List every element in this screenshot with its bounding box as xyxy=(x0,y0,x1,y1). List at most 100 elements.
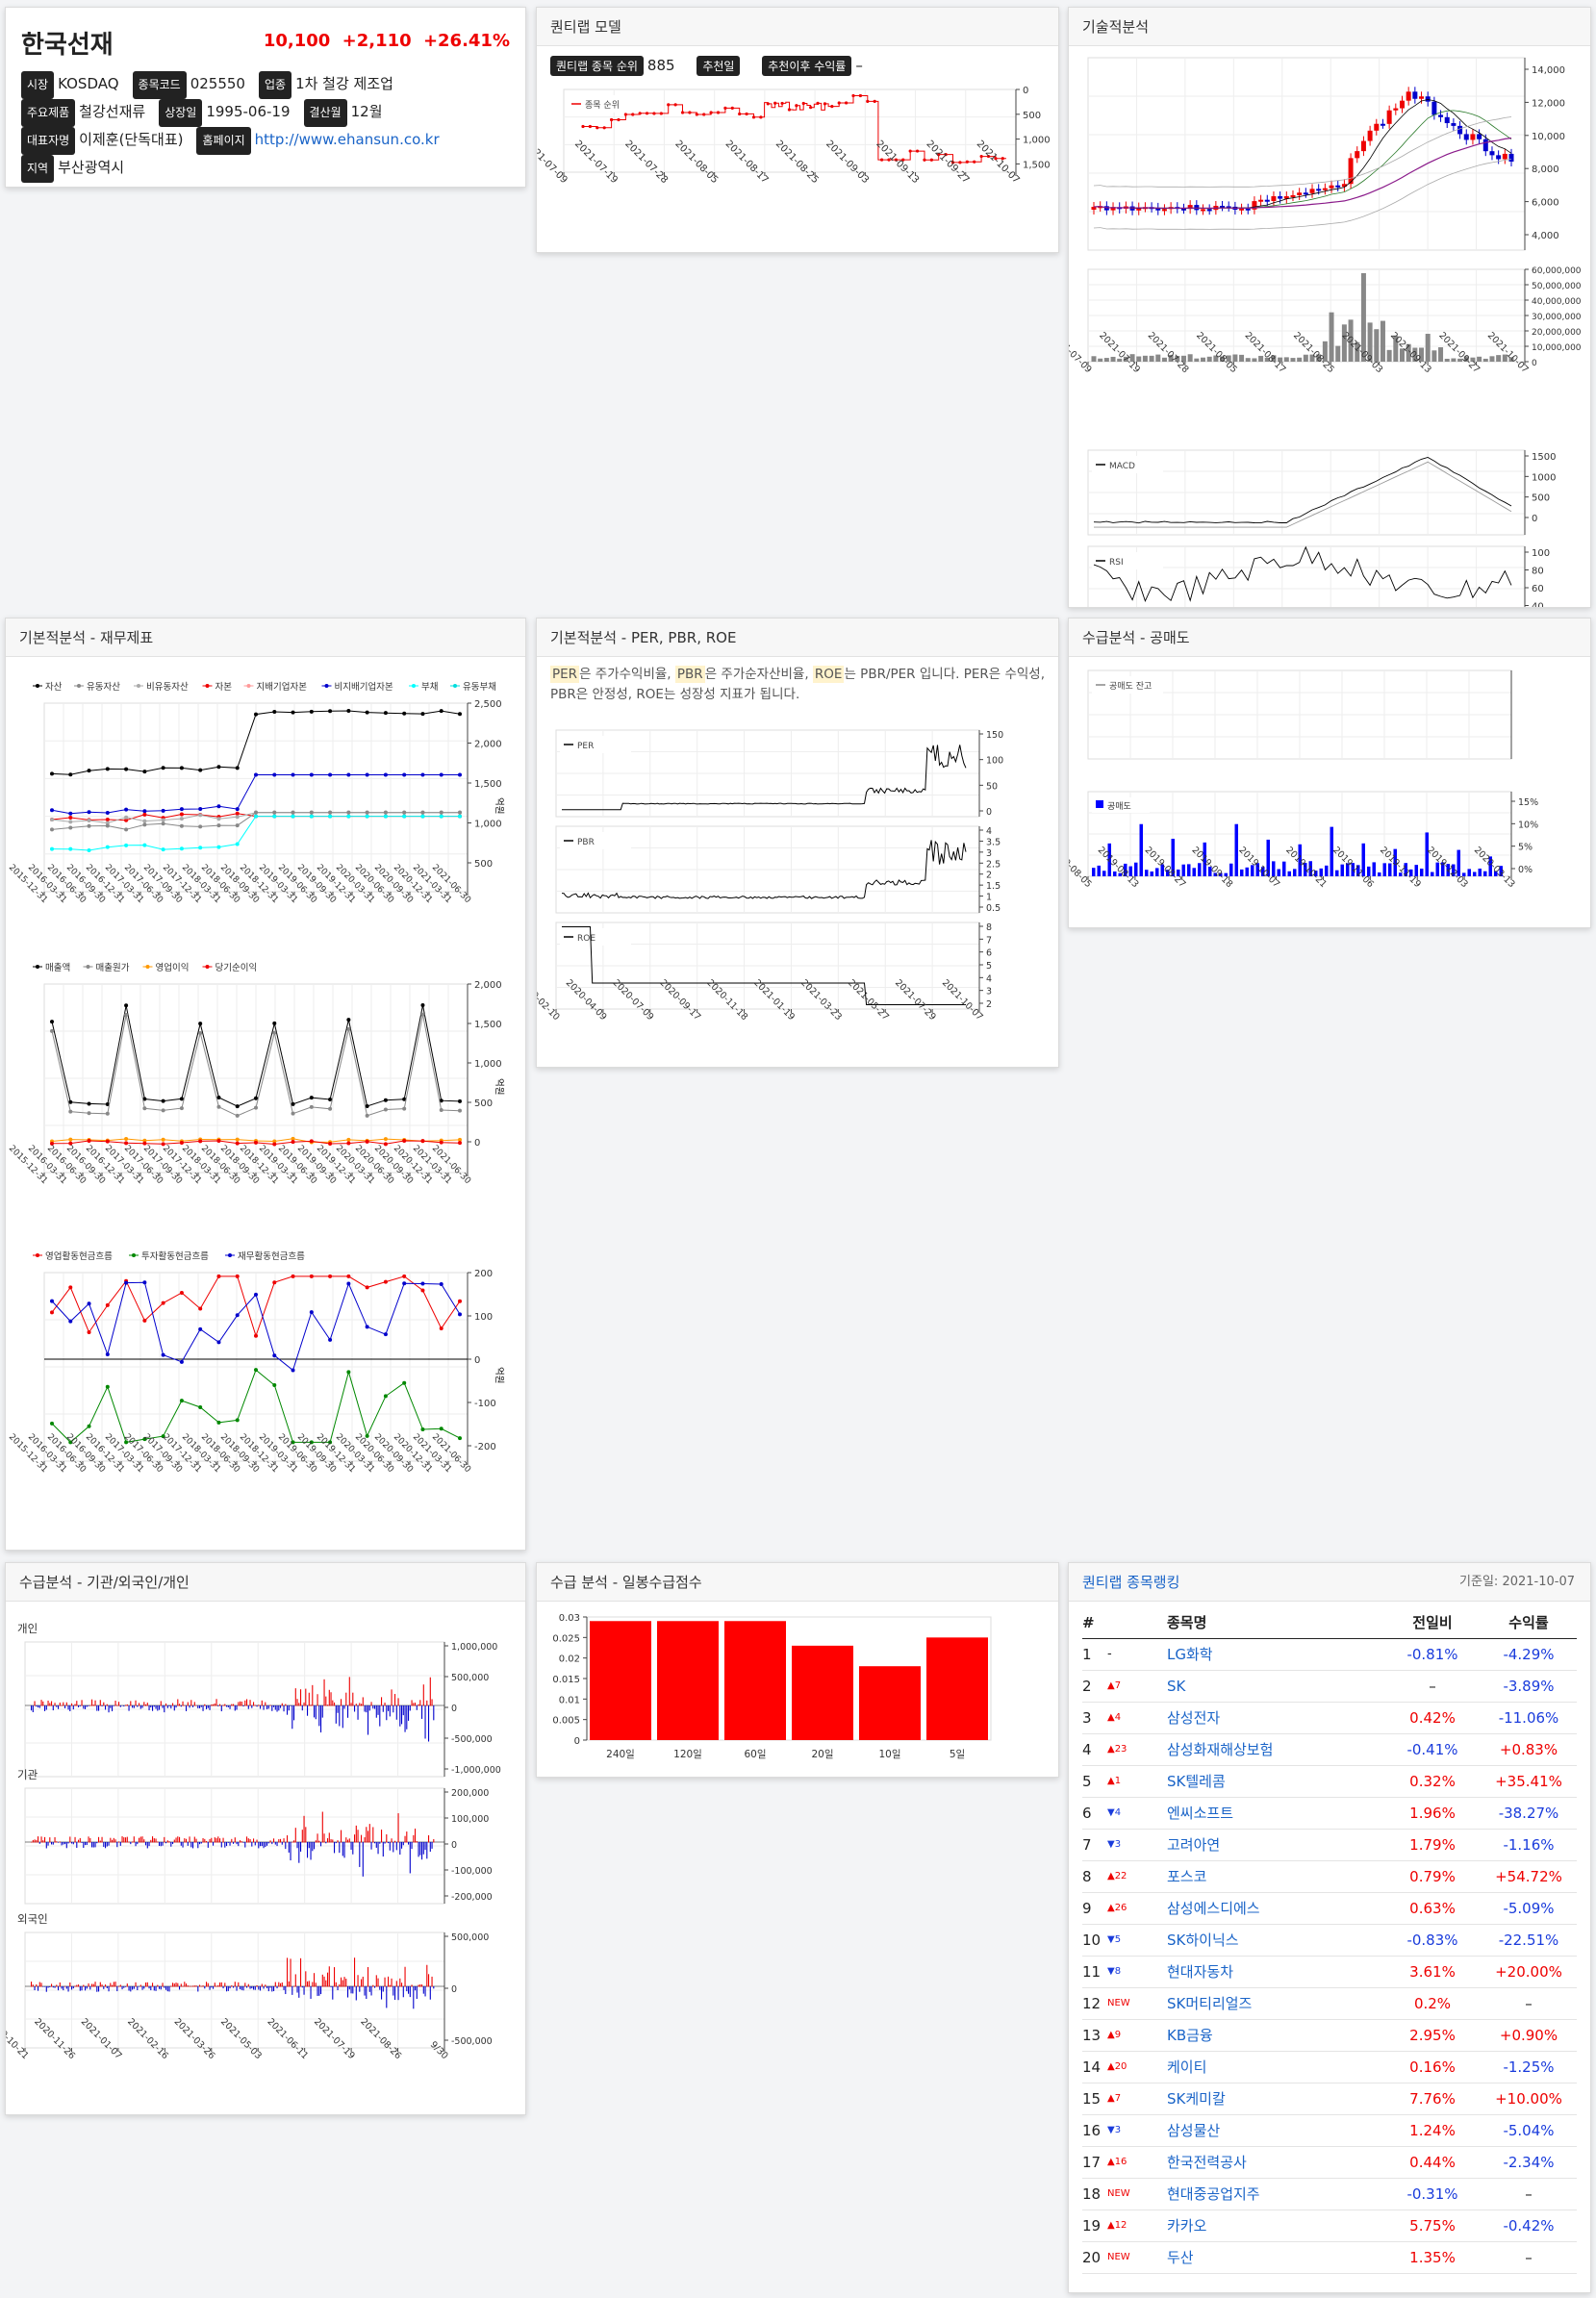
volume-bar xyxy=(1316,354,1322,362)
candle xyxy=(1399,100,1405,109)
series-point xyxy=(105,823,110,828)
series-point xyxy=(124,843,129,847)
y-tick-label: 0 xyxy=(1023,86,1028,96)
flow-bar xyxy=(195,1838,197,1843)
flow-bar xyxy=(359,1986,361,1992)
series-point xyxy=(124,815,129,820)
flow-bar xyxy=(204,1986,206,1989)
flow-bar xyxy=(318,1840,320,1843)
rank-point xyxy=(1001,157,1004,161)
flow-bar xyxy=(320,1986,322,1995)
short-ratio-bar xyxy=(1229,863,1233,876)
flow-bar xyxy=(379,1842,381,1844)
flow-bar xyxy=(404,1966,406,1987)
card-title: 기본적분석 - 재무제표 xyxy=(6,619,525,657)
flow-bar xyxy=(98,1836,100,1843)
panel-label: 개인 xyxy=(17,1622,38,1635)
stock-link[interactable]: 현대중공업지주 xyxy=(1167,2178,1384,2210)
stock-link[interactable]: LG화학 xyxy=(1167,1638,1384,1671)
short-ratio-bar xyxy=(1404,863,1407,876)
col-header: # xyxy=(1082,1607,1107,1639)
short-ratio-bar xyxy=(1457,849,1460,876)
card-title[interactable]: 퀀티랩 종목랭킹 xyxy=(1082,1574,1180,1591)
flow-bar xyxy=(330,1986,332,1987)
stock-link[interactable]: 삼성물산 xyxy=(1167,2114,1384,2147)
series-point xyxy=(365,772,369,777)
score-bar xyxy=(859,1666,921,1740)
flow-bar xyxy=(308,1981,310,1987)
flow-bar xyxy=(204,1704,206,1706)
short-ratio-bar xyxy=(1388,863,1392,876)
stock-link[interactable]: 포스코 xyxy=(1167,1860,1384,1893)
volume-bar xyxy=(1136,356,1142,362)
series-point xyxy=(161,808,165,813)
flow-bar xyxy=(323,1679,325,1706)
short-ratio-bar xyxy=(1277,869,1280,876)
flow-bar xyxy=(335,1842,337,1844)
rank-move: ▲26 xyxy=(1107,1892,1167,1925)
stock-link[interactable]: 한국전력공사 xyxy=(1167,2146,1384,2179)
series-point xyxy=(142,809,147,814)
short-ratio-bar xyxy=(1425,832,1429,876)
rank-move: - xyxy=(1107,1638,1167,1671)
stock-link[interactable]: SK하이닉스 xyxy=(1167,1924,1384,1957)
series-point xyxy=(105,1101,110,1106)
flow-bar xyxy=(424,1842,426,1851)
flow-bar xyxy=(86,1986,88,1989)
valuation-card: 기본적분석 - PER, PBR, ROE PER 은 주가수익비율, PBR 은 … xyxy=(536,618,1059,1068)
short-ratio-bar xyxy=(1213,872,1217,876)
flow-bar xyxy=(238,1842,240,1847)
stock-link[interactable]: SK텔레콤 xyxy=(1167,1765,1384,1798)
stock-link[interactable]: 삼성화재해상보험 xyxy=(1167,1733,1384,1766)
series-point xyxy=(383,810,388,815)
homepage-link[interactable]: http://www.ehansun.co.kr xyxy=(254,131,440,148)
flow-bar xyxy=(394,1840,396,1843)
flow-bar xyxy=(355,1986,357,2001)
stock-link[interactable]: KB금융 xyxy=(1167,2019,1384,2052)
flow-bar xyxy=(418,1984,419,1987)
short-ratio-bar xyxy=(1346,863,1350,876)
legend xyxy=(1092,676,1163,694)
flow-bar xyxy=(220,1982,222,1987)
flow-bar xyxy=(291,1705,293,1730)
series-point xyxy=(309,709,314,714)
flow-bar xyxy=(283,1838,285,1843)
flow-bar xyxy=(312,1982,314,1987)
daily-change: 0.16% xyxy=(1384,2051,1481,2083)
flow-bar xyxy=(146,1842,148,1849)
supply-score-card: 수급 분석 - 일봉수급점수 0.03 0.025 0.02 0.015 0.01 0.0… xyxy=(536,1562,1059,1778)
stock-link[interactable]: 케이티 xyxy=(1167,2051,1384,2083)
stock-link[interactable]: 현대자동차 xyxy=(1167,1956,1384,1988)
flow-bar xyxy=(424,1705,426,1739)
flow-bar xyxy=(293,1985,295,1987)
stock-link[interactable]: 두산 xyxy=(1167,2241,1384,2274)
x-tick-label: 60일 xyxy=(744,1748,766,1760)
flow-bar xyxy=(307,1705,309,1716)
candle xyxy=(1110,207,1116,211)
flow-bar xyxy=(197,1705,199,1708)
stock-link[interactable]: 고려아연 xyxy=(1167,1829,1384,1861)
series-point xyxy=(161,821,165,826)
stock-link[interactable]: 삼성전자 xyxy=(1167,1702,1384,1734)
stock-link[interactable]: 삼성에스디에스 xyxy=(1167,1892,1384,1925)
flow-bar xyxy=(258,1842,260,1849)
series-point xyxy=(216,765,221,770)
series-point xyxy=(68,846,73,851)
flow-bar xyxy=(332,1839,334,1843)
flow-bar xyxy=(256,1839,258,1843)
flow-bar xyxy=(276,1842,278,1847)
series-point xyxy=(124,1280,129,1285)
rank-point xyxy=(979,154,983,159)
series-point xyxy=(87,1111,91,1116)
flow-bar xyxy=(145,1704,147,1706)
stock-link[interactable]: SK케미칼 xyxy=(1167,2083,1384,2115)
stock-link[interactable]: 엔씨소프트 xyxy=(1167,1797,1384,1830)
flow-bar xyxy=(424,1986,426,1997)
stock-link[interactable]: SK머티리얼즈 xyxy=(1167,1987,1384,2020)
flow-bar xyxy=(126,1836,128,1843)
flow-bar xyxy=(110,1982,112,1987)
volume-bar xyxy=(1155,354,1161,362)
stock-link[interactable]: SK xyxy=(1167,1670,1384,1703)
rank-point xyxy=(695,113,698,116)
stock-link[interactable]: 카카오 xyxy=(1167,2210,1384,2242)
